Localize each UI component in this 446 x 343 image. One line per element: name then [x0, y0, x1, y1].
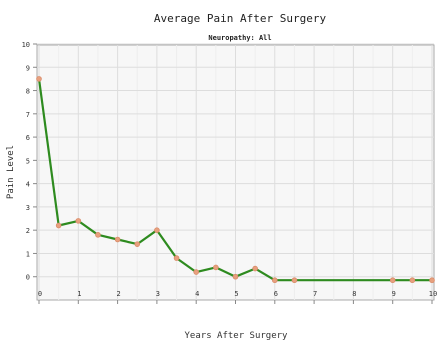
y-tick-label: 4: [26, 181, 30, 189]
x-tick-label: 5: [234, 290, 238, 298]
x-tick-label: 3: [156, 290, 160, 298]
y-tick-label: 2: [26, 227, 30, 235]
data-point: [114, 236, 121, 243]
gridlines: [37, 43, 434, 300]
data-point: [409, 277, 416, 284]
x-tick-label: 2: [116, 290, 120, 298]
y-tick-label: 9: [26, 64, 30, 72]
data-point: [291, 277, 298, 284]
data-point: [55, 222, 62, 229]
data-point: [429, 277, 435, 284]
y-tick-label: 0: [26, 274, 30, 282]
x-tick-label: 8: [352, 290, 356, 298]
x-tick-label: 9: [392, 290, 396, 298]
data-point: [271, 277, 278, 284]
x-tick-label: 7: [313, 290, 317, 298]
x-axis-ticks: 0 1 2 3 4 5 6 7 8 9 10: [38, 290, 437, 304]
data-point: [193, 269, 200, 275]
x-axis-label: Years After Surgery: [185, 331, 289, 341]
y-tick-label: 10: [22, 41, 30, 49]
x-tick-label: 6: [274, 290, 278, 298]
y-axis-ticks: 0 1 2 3 4 5 6 7 8 9 10: [22, 41, 37, 282]
y-tick-label: 6: [26, 134, 30, 142]
chart-subtitle: Neuropathy: All: [208, 34, 271, 42]
data-point: [173, 255, 180, 261]
x-tick-label: 4: [195, 290, 199, 298]
y-tick-label: 8: [26, 88, 30, 96]
data-point: [134, 241, 141, 247]
data-point: [213, 264, 219, 271]
data-point: [389, 277, 396, 284]
y-tick-label: 5: [26, 157, 30, 165]
data-point: [95, 232, 101, 238]
x-tick-label: 10: [429, 290, 437, 298]
data-point: [154, 227, 160, 233]
y-tick-label: 1: [26, 250, 30, 258]
data-point: [75, 218, 82, 224]
y-tick-label: 7: [26, 111, 30, 119]
x-tick-label: 0: [38, 290, 42, 298]
y-axis-label: Pain Level: [6, 145, 16, 199]
series-group: [36, 76, 435, 284]
y-tick-label: 3: [26, 204, 30, 212]
data-point: [232, 273, 239, 280]
data-point: [252, 265, 258, 272]
x-tick-label: 1: [77, 290, 81, 298]
chart-title: Average Pain After Surgery: [154, 12, 327, 25]
data-point: [36, 76, 42, 82]
